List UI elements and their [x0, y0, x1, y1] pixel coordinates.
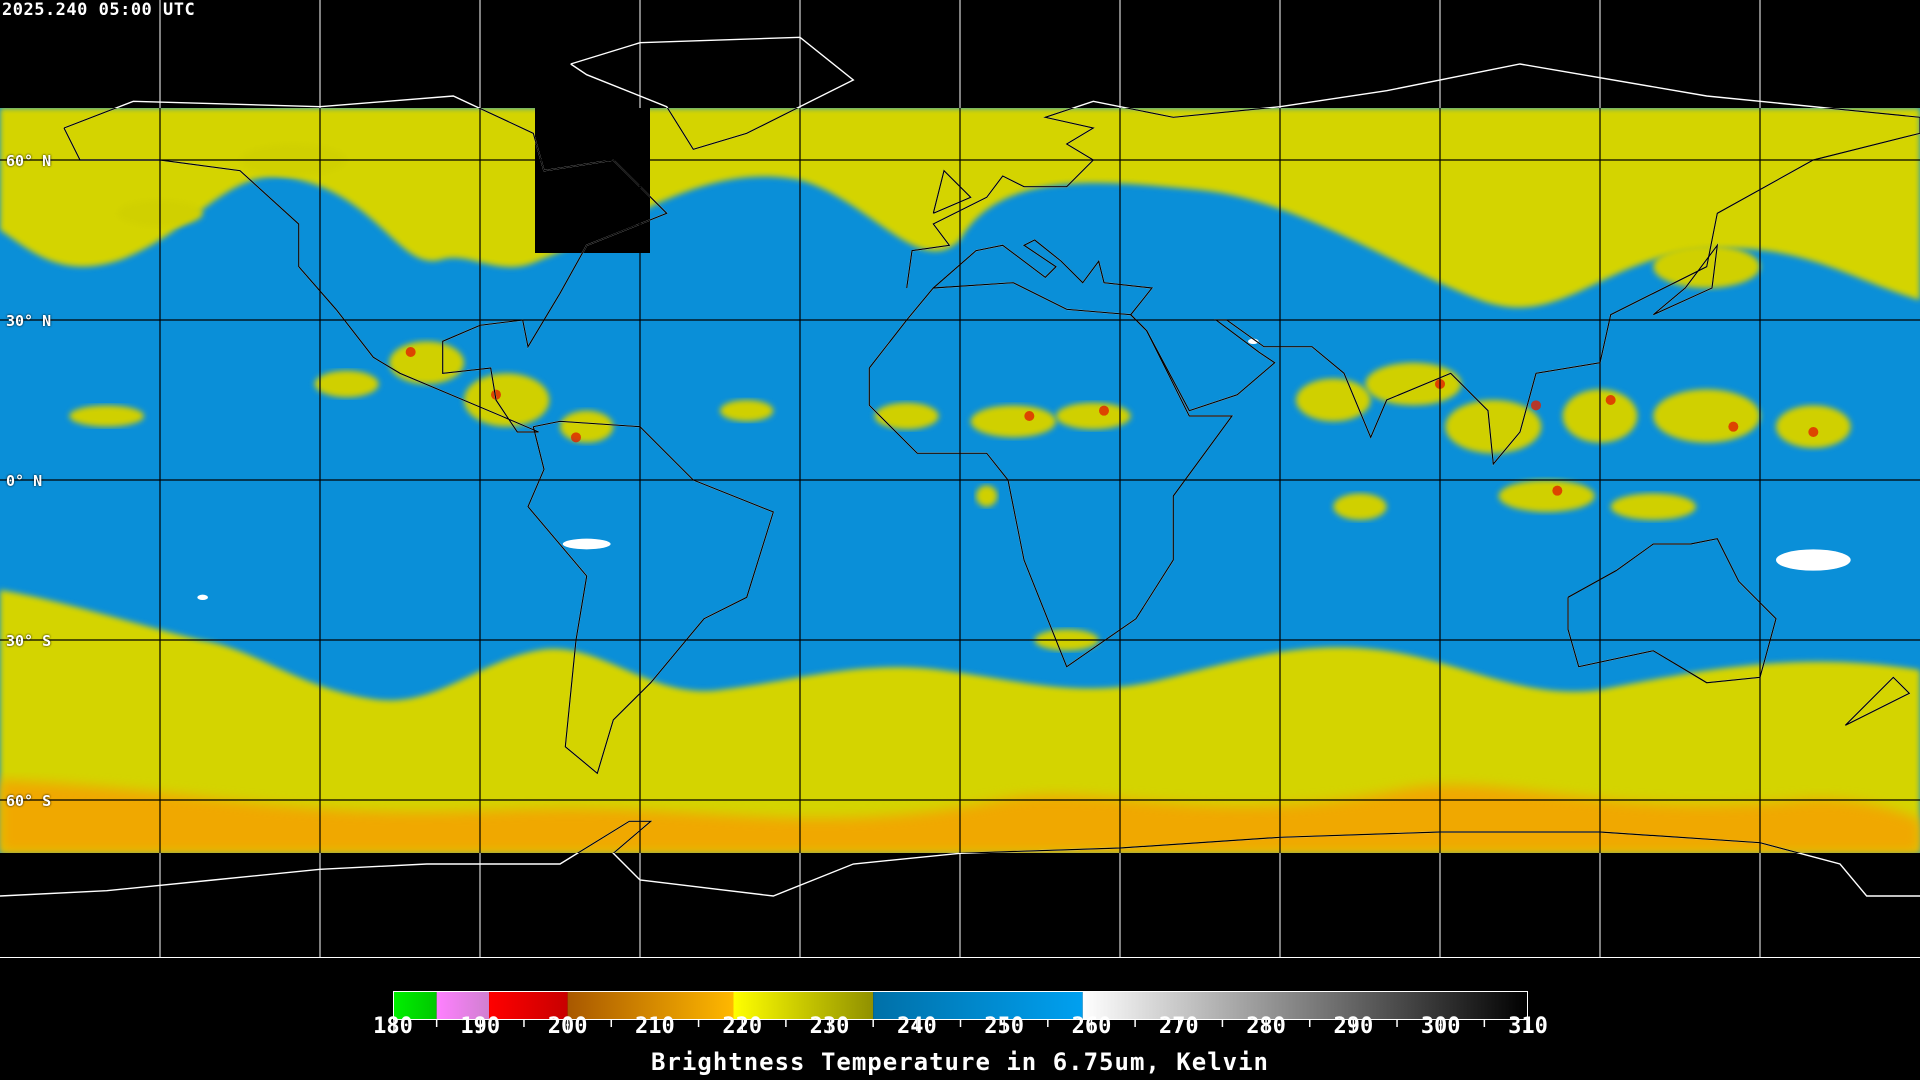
cloud-cluster: [1653, 389, 1760, 443]
colorbar-tick-label: 200: [547, 1014, 588, 1039]
lat-label: 0° N: [6, 472, 43, 490]
convective-core: [1099, 405, 1109, 416]
convective-core: [1808, 427, 1819, 437]
cloud-cluster: [314, 370, 379, 398]
coastline: [666, 108, 799, 151]
lat-lon-grid: [0, 0, 1920, 958]
dry-patch: [1248, 338, 1259, 345]
colorbar-tick-label: 270: [1158, 1014, 1199, 1039]
colorbar-tick-label: 180: [373, 1014, 413, 1039]
cloud-cluster: [560, 410, 614, 443]
colorbar-frame: [393, 991, 1528, 1020]
coastline: [906, 108, 1920, 466]
coastlines: [63, 108, 1920, 853]
colorbar-tick-label: 210: [635, 1014, 675, 1039]
colorbar-tick-label: 230: [809, 1014, 850, 1039]
cloud-cluster: [1498, 480, 1595, 512]
cloud-cluster: [1776, 405, 1851, 448]
colorbar: [393, 991, 1528, 1031]
coastline: [1844, 676, 1911, 726]
colorbar-tick-label: 260: [1071, 1014, 1112, 1039]
timestamp: 2025.240 05:00 UTC: [2, 0, 196, 20]
coastline: [868, 282, 1234, 668]
colorbar-tick-label: 310: [1508, 1014, 1548, 1039]
colorbar-segment: [873, 992, 1083, 1019]
cloud-cluster: [1333, 493, 1387, 520]
colorbar-title: Brightness Temperature in 6.75um, Kelvin: [651, 1048, 1269, 1076]
cloud-cluster: [976, 485, 998, 507]
cloud-cluster: [1365, 362, 1462, 406]
colorbar-segment: [393, 992, 437, 1019]
cloud-cluster: [720, 400, 774, 422]
colorbar-tick-label: 250: [984, 1014, 1025, 1039]
coastline: [576, 820, 1802, 853]
convective-core: [1605, 395, 1616, 405]
lat-label: 60° N: [6, 152, 52, 170]
dry-patch: [1776, 549, 1851, 571]
colorbar-tick-label: 190: [460, 1014, 501, 1039]
convective-core: [491, 389, 501, 400]
cloud-cluster: [1296, 378, 1371, 422]
cloud-cluster: [1056, 402, 1131, 430]
cloud-cluster: [69, 405, 144, 427]
colorbar-tick-label: 290: [1333, 1014, 1374, 1039]
coastline: [1567, 538, 1777, 684]
colorbar-tick-label: 300: [1420, 1014, 1461, 1039]
colorbar-tick-label: 220: [722, 1014, 763, 1039]
coastline: [63, 108, 668, 433]
colorbar-tick-label: 280: [1246, 1014, 1286, 1039]
colorbar-segment: [436, 992, 490, 1019]
cloud-cluster: [464, 373, 550, 427]
convective-core: [1531, 400, 1541, 411]
coastline: [1652, 243, 1719, 316]
lat-label: 30° N: [6, 312, 52, 330]
dry-patch: [562, 538, 611, 550]
cloud-cluster: [1445, 400, 1542, 454]
map-border: [0, 957, 1920, 958]
no-data-notch: [535, 108, 650, 253]
colorbar-segment: [733, 992, 874, 1019]
colorbar-segment: [489, 992, 568, 1019]
convective-core: [1552, 485, 1563, 496]
coastline: [932, 169, 972, 214]
coastline: [527, 420, 775, 775]
convective-core: [405, 347, 416, 357]
colorbar-segment: [567, 992, 734, 1019]
convective-core: [1728, 421, 1739, 432]
convective-core: [571, 432, 581, 443]
cloud-cluster: [389, 341, 464, 384]
dry-patch: [197, 594, 209, 600]
colorbar-tick-label: 240: [896, 1014, 937, 1039]
colorbar-segment: [1082, 992, 1528, 1019]
lat-label: 30° S: [6, 632, 52, 650]
lat-label: 60° S: [6, 792, 52, 810]
cloud-cluster: [874, 402, 939, 430]
convective-core: [1024, 411, 1035, 421]
cloud-cluster: [1610, 493, 1697, 520]
water-vapor-map: [0, 0, 1920, 958]
cloud-cluster: [970, 405, 1056, 438]
